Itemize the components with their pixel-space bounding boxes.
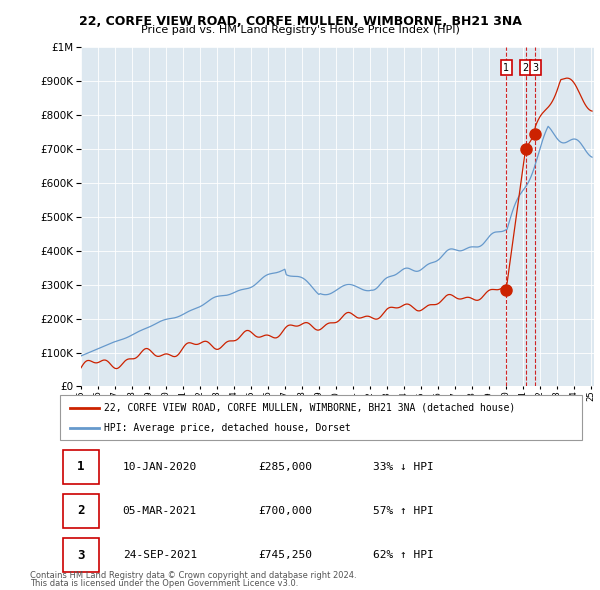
Text: This data is licensed under the Open Government Licence v3.0.: This data is licensed under the Open Gov…	[30, 579, 298, 588]
Text: 3: 3	[532, 63, 538, 73]
Text: Price paid vs. HM Land Registry's House Price Index (HPI): Price paid vs. HM Land Registry's House …	[140, 25, 460, 35]
Text: 22, CORFE VIEW ROAD, CORFE MULLEN, WIMBORNE, BH21 3NA: 22, CORFE VIEW ROAD, CORFE MULLEN, WIMBO…	[79, 15, 521, 28]
Text: 10-JAN-2020: 10-JAN-2020	[122, 462, 197, 471]
Text: 2: 2	[77, 504, 85, 517]
Text: 33% ↓ HPI: 33% ↓ HPI	[373, 462, 434, 471]
FancyBboxPatch shape	[62, 494, 99, 528]
Text: Contains HM Land Registry data © Crown copyright and database right 2024.: Contains HM Land Registry data © Crown c…	[30, 571, 356, 580]
Text: 24-SEP-2021: 24-SEP-2021	[122, 550, 197, 560]
Text: £285,000: £285,000	[259, 462, 313, 471]
Text: 2: 2	[523, 63, 529, 73]
Text: 3: 3	[77, 549, 85, 562]
Text: HPI: Average price, detached house, Dorset: HPI: Average price, detached house, Dors…	[104, 424, 351, 434]
FancyBboxPatch shape	[62, 538, 99, 572]
Text: 57% ↑ HPI: 57% ↑ HPI	[373, 506, 434, 516]
Text: 05-MAR-2021: 05-MAR-2021	[122, 506, 197, 516]
FancyBboxPatch shape	[60, 395, 582, 440]
Text: 22, CORFE VIEW ROAD, CORFE MULLEN, WIMBORNE, BH21 3NA (detached house): 22, CORFE VIEW ROAD, CORFE MULLEN, WIMBO…	[104, 403, 515, 412]
FancyBboxPatch shape	[62, 450, 99, 484]
Text: 62% ↑ HPI: 62% ↑ HPI	[373, 550, 434, 560]
Text: 1: 1	[77, 460, 85, 473]
Text: £700,000: £700,000	[259, 506, 313, 516]
Text: £745,250: £745,250	[259, 550, 313, 560]
Text: 1: 1	[503, 63, 509, 73]
